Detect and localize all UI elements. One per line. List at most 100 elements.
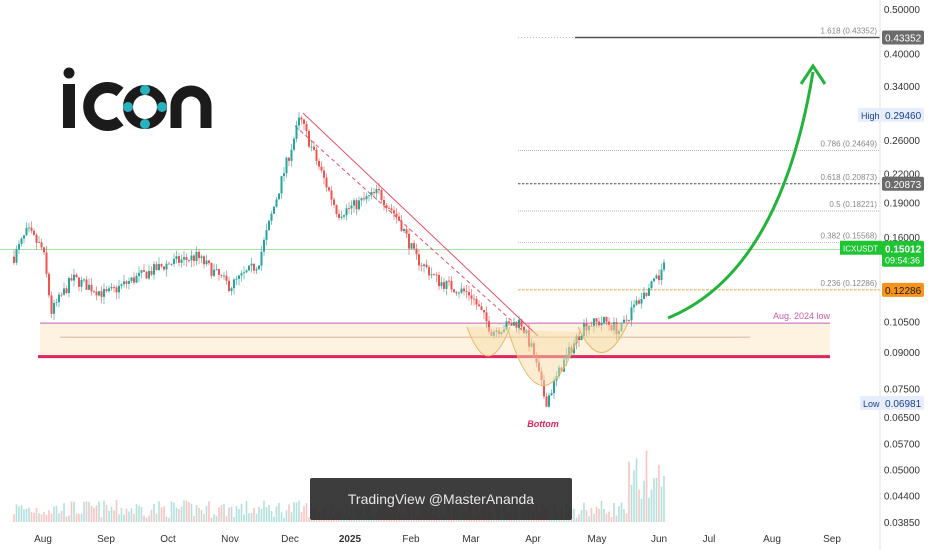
volume-bar	[95, 505, 98, 522]
fib-618-price-label-bg	[882, 176, 924, 191]
volume-bar	[20, 505, 23, 522]
candle-body	[68, 278, 70, 294]
candle-body	[248, 265, 250, 271]
volume-bar	[13, 514, 15, 522]
candle-body	[298, 117, 300, 126]
candle-body	[395, 213, 398, 217]
candle-body	[378, 189, 380, 191]
countdown-label: 09:54:36	[885, 256, 920, 266]
candle-body	[343, 215, 345, 217]
volume-bar	[73, 501, 75, 522]
candle-body	[415, 248, 418, 255]
candle-body	[135, 275, 138, 283]
candle-body	[328, 187, 330, 191]
candle-body	[233, 279, 235, 289]
volume-bar	[155, 513, 158, 522]
volume-bar	[48, 510, 50, 522]
volume-bar	[575, 517, 578, 522]
time-axis-tick: Nov	[221, 534, 239, 545]
candle-body	[305, 123, 308, 131]
candle-body	[163, 266, 165, 270]
volume-bar	[260, 508, 263, 522]
candle-body	[270, 213, 273, 221]
volume-bar	[120, 507, 123, 522]
volume-bar	[180, 506, 183, 522]
candle-body	[205, 260, 208, 265]
candle-body	[158, 264, 160, 271]
candle-body	[178, 256, 180, 263]
candle-body	[293, 138, 295, 150]
candle-body	[73, 274, 75, 281]
candle-body	[508, 321, 510, 323]
candle-body	[25, 227, 28, 236]
candle-body	[418, 254, 420, 266]
volume-bar	[140, 507, 143, 522]
volume-bar	[278, 502, 280, 522]
volume-bar	[225, 516, 228, 522]
candle-body	[470, 295, 473, 299]
volume-bar	[150, 509, 153, 522]
volume-bar	[175, 507, 178, 522]
volume-bar	[228, 507, 230, 522]
low-price-label-bg	[882, 395, 924, 410]
volume-bar	[100, 517, 103, 522]
volume-bar	[160, 507, 163, 522]
candle-body	[290, 149, 293, 161]
volume-bar	[45, 515, 48, 522]
candle-body	[513, 322, 515, 326]
volume-bar	[205, 505, 208, 522]
candle-body	[150, 270, 153, 275]
volume-bar	[158, 501, 160, 522]
volume-bar	[305, 503, 308, 522]
volume-bar	[600, 500, 603, 522]
volume-bar	[33, 512, 35, 522]
candle-body	[605, 317, 608, 322]
candle-body	[20, 238, 23, 245]
watermark: TradingView @MasterAnanda	[310, 478, 572, 520]
volume-bar	[635, 458, 638, 522]
volume-bar	[25, 508, 28, 522]
target-arrow-head	[799, 63, 827, 85]
candle-body	[368, 195, 370, 197]
candle-body	[145, 271, 148, 279]
candle-body	[40, 242, 43, 248]
candle-body	[173, 258, 175, 264]
volume-bar	[625, 513, 628, 522]
candle-body	[23, 235, 25, 239]
candle-body	[120, 284, 123, 286]
candle-body	[510, 322, 513, 326]
volume-bar	[615, 515, 618, 522]
candle-body	[83, 279, 85, 281]
candle-body	[303, 119, 305, 124]
candle-body	[278, 193, 280, 200]
candle-body	[193, 255, 195, 261]
volume-bar	[285, 510, 288, 522]
candle-body	[403, 229, 405, 232]
candle-body	[413, 243, 415, 249]
volume-bar	[170, 501, 173, 522]
volume-bar	[573, 508, 575, 522]
candle-body	[153, 264, 155, 275]
candle-body	[80, 279, 83, 287]
candle-body	[340, 216, 343, 218]
candle-body	[405, 229, 408, 234]
candle-body	[550, 393, 553, 396]
volume-bar	[153, 504, 155, 522]
volume-bar	[593, 513, 595, 522]
candle-body	[43, 247, 45, 253]
candle-body	[545, 396, 548, 407]
volume-bar	[300, 512, 303, 522]
candle-body	[295, 125, 298, 139]
candle-body	[175, 256, 178, 259]
low-price-label: 0.06981	[885, 399, 922, 410]
time-axis-tick: May	[588, 534, 607, 545]
time-axis-tick: Aug	[34, 534, 52, 545]
volume-bar	[293, 502, 295, 522]
volume-bar	[63, 503, 65, 522]
volume-bar	[623, 508, 625, 522]
candle-body	[435, 274, 438, 276]
volume-bar	[653, 478, 655, 522]
candle-body	[433, 274, 435, 276]
candle-body	[623, 319, 625, 323]
